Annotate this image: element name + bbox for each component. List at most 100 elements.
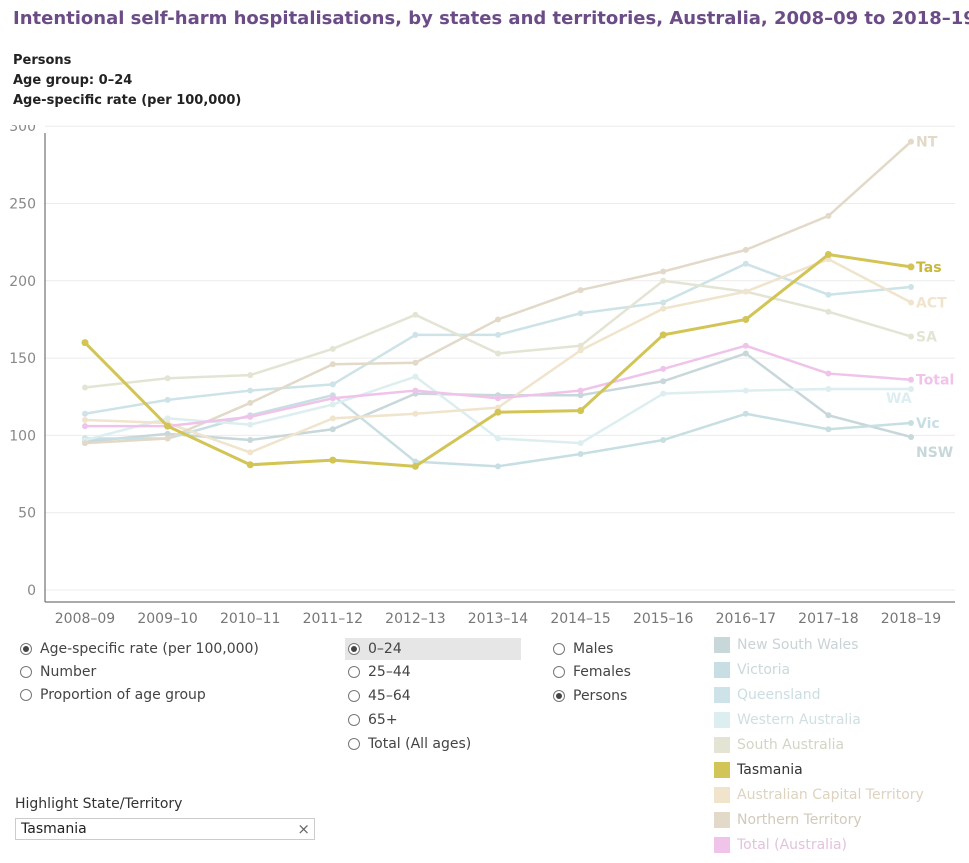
age-option-65-plus[interactable]: 65+ xyxy=(348,709,398,731)
data-point xyxy=(81,339,89,347)
sex-option-persons[interactable]: Persons xyxy=(553,685,627,707)
legend-item[interactable]: Tasmania xyxy=(714,759,803,781)
legend-item[interactable]: Western Australia xyxy=(714,709,861,731)
legend-label: New South Wales xyxy=(737,637,859,653)
option-label: Females xyxy=(573,664,631,680)
age-option-total[interactable]: Total (All ages) xyxy=(348,733,471,755)
data-point xyxy=(329,395,336,402)
data-point xyxy=(908,386,914,393)
data-point xyxy=(825,212,832,219)
data-point xyxy=(164,415,171,422)
data-point xyxy=(908,376,914,383)
data-point xyxy=(412,410,419,417)
x-tick-label: 2014–15 xyxy=(550,611,610,627)
radio-icon xyxy=(348,714,360,726)
y-tick-label: 300 xyxy=(9,125,36,135)
series-end-label: Tas xyxy=(916,260,942,276)
data-point xyxy=(247,413,254,420)
legend-swatch xyxy=(714,662,730,678)
data-point xyxy=(577,387,584,394)
legend-item[interactable]: Australian Capital Territory xyxy=(714,784,924,806)
x-tick-label: 2008–09 xyxy=(55,611,115,627)
data-point xyxy=(742,246,749,253)
age-option-0-24[interactable]: 0–24 xyxy=(345,638,521,660)
age-option-25-44[interactable]: 25–44 xyxy=(348,661,411,683)
data-point xyxy=(577,310,584,317)
data-point xyxy=(908,299,914,306)
data-point xyxy=(495,463,501,470)
data-point xyxy=(742,350,749,357)
y-tick-label: 100 xyxy=(9,428,36,444)
x-tick-label: 2012–13 xyxy=(385,611,445,627)
data-point xyxy=(329,345,336,352)
legend-swatch xyxy=(714,737,730,753)
data-point xyxy=(164,375,171,382)
y-tick-label: 200 xyxy=(9,274,36,290)
data-point xyxy=(825,386,832,393)
option-label: Age-specific rate (per 100,000) xyxy=(40,641,259,657)
x-tick-label: 2009–10 xyxy=(137,611,197,627)
highlight-label: Highlight State/Territory xyxy=(15,796,183,812)
data-point xyxy=(742,315,750,323)
data-point xyxy=(742,288,749,295)
data-point xyxy=(495,331,501,338)
x-tick-label: 2016–17 xyxy=(716,611,776,627)
legend-item[interactable]: Victoria xyxy=(714,659,790,681)
legend-swatch xyxy=(714,837,730,853)
legend-label: Victoria xyxy=(737,662,791,678)
legend-item[interactable]: Northern Territory xyxy=(714,809,862,831)
data-point xyxy=(247,372,254,379)
radio-icon xyxy=(348,666,360,678)
radio-icon xyxy=(553,690,565,702)
radio-icon xyxy=(348,690,360,702)
data-point xyxy=(247,421,254,428)
data-point xyxy=(247,437,254,444)
data-point xyxy=(660,277,667,284)
legend-item[interactable]: South Australia xyxy=(714,734,844,756)
data-point xyxy=(82,416,88,423)
data-point xyxy=(659,331,667,339)
data-point xyxy=(577,287,584,294)
data-point xyxy=(908,283,914,290)
option-label: 45–64 xyxy=(368,688,411,704)
data-point xyxy=(660,390,667,397)
clear-icon[interactable]: × xyxy=(297,820,310,838)
y-tick-label: 150 xyxy=(9,351,36,367)
series-end-label: NSW xyxy=(916,445,953,461)
data-point xyxy=(742,342,749,349)
data-point xyxy=(908,433,914,440)
data-point xyxy=(577,440,584,447)
option-label: Males xyxy=(573,641,614,657)
data-point xyxy=(329,415,336,422)
measure-option-rate[interactable]: Age-specific rate (per 100,000) xyxy=(20,638,259,660)
legend-item[interactable]: Total (Australia) xyxy=(714,834,847,856)
sex-option-females[interactable]: Females xyxy=(553,661,631,683)
data-point xyxy=(825,370,832,377)
measure-option-number[interactable]: Number xyxy=(20,661,96,683)
x-tick-label: 2011–12 xyxy=(303,611,363,627)
data-point xyxy=(577,342,584,349)
data-point xyxy=(247,449,254,456)
data-point xyxy=(494,408,502,416)
series-end-label: Vic xyxy=(916,416,940,432)
measure-option-proportion[interactable]: Proportion of age group xyxy=(20,684,206,706)
data-point xyxy=(742,410,749,417)
legend-item[interactable]: Queensland xyxy=(714,684,821,706)
legend-item[interactable]: New South Wales xyxy=(714,634,858,656)
legend-swatch xyxy=(714,687,730,703)
legend-swatch xyxy=(714,762,730,778)
data-point xyxy=(412,311,419,318)
highlight-input[interactable]: Tasmania × xyxy=(15,818,315,840)
sex-option-males[interactable]: Males xyxy=(553,638,613,660)
data-point xyxy=(412,387,419,394)
x-tick-label: 2015–16 xyxy=(633,611,694,627)
age-option-45-64[interactable]: 45–64 xyxy=(348,685,411,707)
data-point xyxy=(825,412,832,419)
legend-label: Tasmania xyxy=(737,762,803,778)
radio-icon xyxy=(20,689,32,701)
data-point xyxy=(329,456,337,464)
data-point xyxy=(246,461,254,469)
subtitle-age-group: Age group: 0–24 xyxy=(13,73,133,88)
line-chart: 0 50 100 150 200 250 300 2008–09 2009–10 2010–11 2… xyxy=(9,125,955,627)
data-point xyxy=(577,407,585,415)
